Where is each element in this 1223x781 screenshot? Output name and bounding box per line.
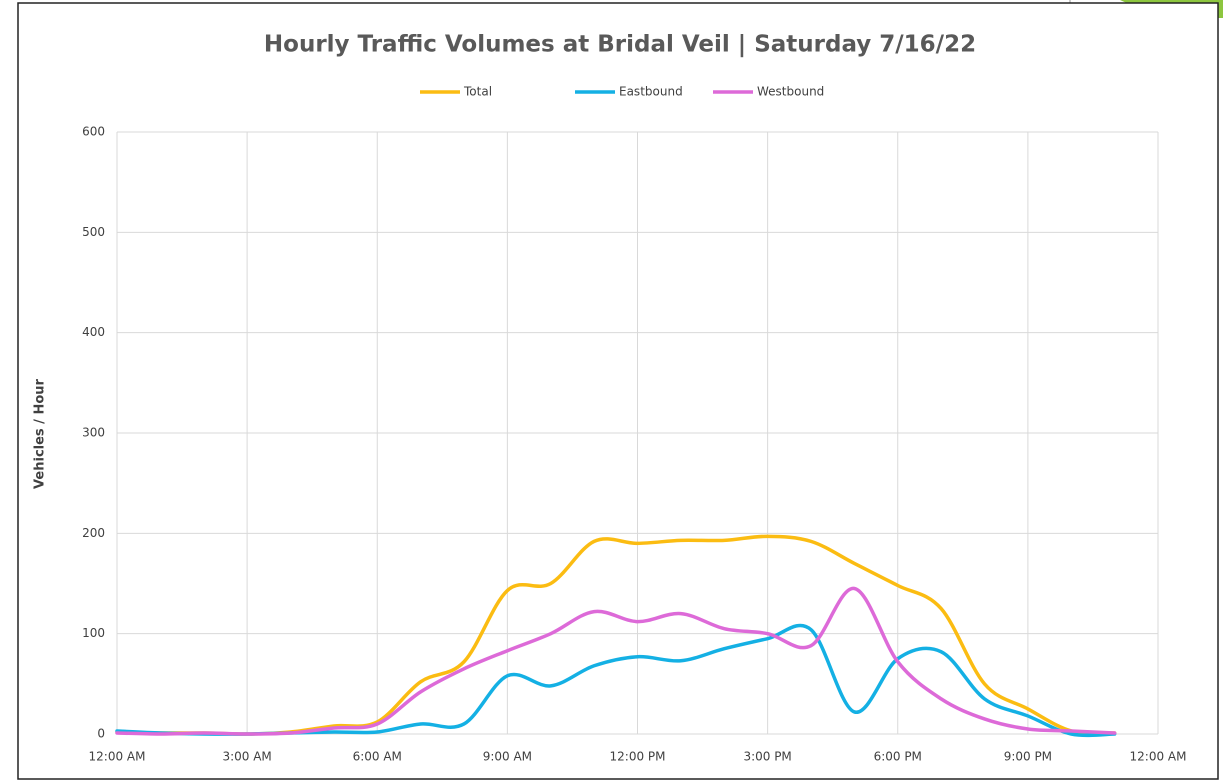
x-tick-label: 12:00 AM	[89, 750, 146, 764]
y-tick-label: 200	[82, 526, 105, 540]
legend-label: Total	[463, 85, 492, 99]
y-tick-label: 100	[82, 626, 105, 640]
x-tick-label: 9:00 AM	[483, 750, 532, 764]
y-tick-label: 400	[82, 325, 105, 339]
y-tick-label: 300	[82, 426, 105, 440]
legend-label: Eastbound	[619, 85, 683, 99]
y-tick-label: 0	[97, 727, 105, 741]
chart-frame	[17, 2, 1219, 780]
legend-label: Westbound	[757, 85, 824, 99]
x-tick-label: 6:00 AM	[353, 750, 402, 764]
x-tick-label: 9:00 PM	[1004, 750, 1052, 764]
x-tick-label: 12:00 PM	[610, 750, 666, 764]
chart-title: Hourly Traffic Volumes at Bridal Veil | …	[264, 32, 976, 58]
x-tick-label: 12:00 AM	[1130, 750, 1187, 764]
y-tick-label: 500	[82, 225, 105, 239]
x-tick-label: 6:00 PM	[874, 750, 922, 764]
y-axis-label: Vehicles / Hour	[33, 378, 48, 488]
y-tick-label: 600	[82, 125, 105, 139]
x-tick-label: 3:00 PM	[743, 750, 791, 764]
series-line	[115, 586, 1117, 736]
x-tick-label: 3:00 AM	[222, 750, 271, 764]
